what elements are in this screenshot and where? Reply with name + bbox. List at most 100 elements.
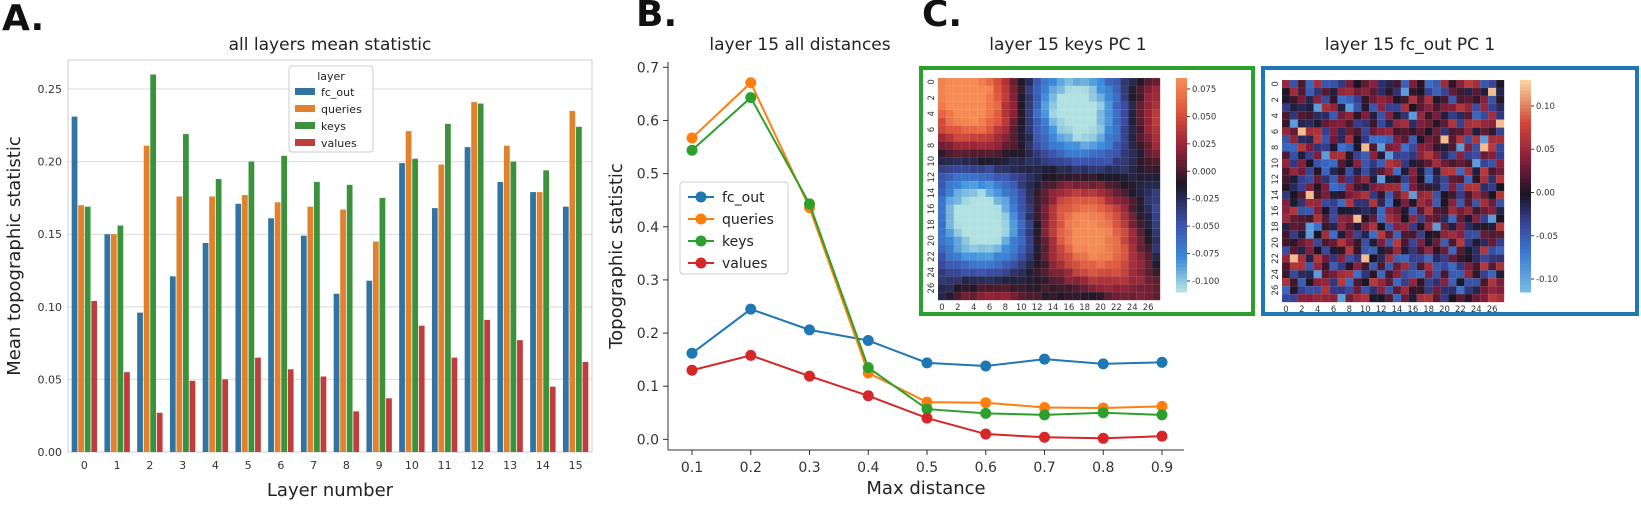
heatmap-cell <box>1440 135 1449 144</box>
heatmap-cell <box>1120 204 1129 214</box>
heatmap-cell <box>1376 159 1386 168</box>
heatmap-cell <box>1001 283 1010 293</box>
y-tick-label: 24 <box>927 267 937 278</box>
heatmap-cell <box>1112 125 1121 134</box>
heatmap-cell <box>937 133 947 142</box>
point-keys <box>804 198 815 210</box>
heatmap-cell <box>1313 174 1323 184</box>
heatmap-cell <box>1056 244 1066 253</box>
heatmap-cell <box>1329 79 1338 89</box>
heatmap-cell <box>1281 167 1291 176</box>
bar-values <box>517 340 523 452</box>
heatmap-cell <box>1281 238 1291 247</box>
heatmap-cell <box>1416 159 1426 168</box>
heatmap-cell <box>1416 135 1426 144</box>
bar-queries <box>340 209 346 452</box>
colorbar-segment <box>1176 284 1187 289</box>
heatmap-cell <box>1281 182 1291 192</box>
heatmap-cell <box>1464 214 1473 224</box>
y-tick-label: 22 <box>927 251 937 262</box>
heatmap-cell <box>1416 206 1426 216</box>
heatmap-cell <box>1313 79 1323 89</box>
heatmap-cell <box>1424 119 1434 128</box>
heatmap-cell <box>945 236 955 245</box>
colorbar-segment <box>1176 267 1187 272</box>
y-tick-label: 0.05 <box>38 373 63 386</box>
bar-values <box>484 319 491 452</box>
heatmap-cell <box>953 85 963 95</box>
heatmap-cell <box>1495 246 1505 255</box>
heatmap-cell <box>1104 196 1113 206</box>
heatmap-cell <box>977 196 986 206</box>
colorbar-segment <box>1176 202 1187 207</box>
heatmap-cell <box>1120 196 1129 206</box>
heatmap-cell <box>1001 172 1010 182</box>
heatmap-cell <box>1281 135 1291 144</box>
heatmap-cell <box>1432 174 1441 184</box>
heatmap-cell <box>1048 283 1058 293</box>
heatmap-cell <box>1440 151 1449 160</box>
heatmap-cell <box>1345 190 1354 200</box>
heatmap-cell <box>1337 119 1346 128</box>
heatmap-cell <box>969 165 979 174</box>
colorbar-segment <box>1520 150 1531 155</box>
heatmap-cell <box>1096 141 1105 150</box>
heatmap-cell <box>1048 228 1058 237</box>
heatmap-cell <box>1120 283 1129 293</box>
heatmap-cell <box>1025 141 1034 150</box>
colorbar-segment <box>1520 221 1531 226</box>
heatmap-cell <box>1032 93 1042 103</box>
heatmap-cell <box>1064 117 1074 126</box>
heatmap-cell <box>1056 212 1066 222</box>
heatmap-cell <box>1112 157 1121 166</box>
heatmap-cell <box>1032 125 1042 134</box>
bar-keys <box>445 123 451 453</box>
heatmap-cell <box>1376 214 1386 224</box>
heatmap-cell <box>1143 85 1153 95</box>
x-tick-label: 7 <box>310 459 317 472</box>
heatmap-cell <box>1025 283 1034 293</box>
y-tick-label: 0.20 <box>38 156 63 169</box>
heatmap-cell <box>1040 220 1050 230</box>
heatmap-cell <box>1009 212 1018 222</box>
heatmap-cell <box>1032 283 1042 293</box>
colorbar-segment <box>1520 231 1531 236</box>
heatmap-cell <box>1480 182 1489 192</box>
heatmap-cell <box>1001 236 1010 245</box>
heatmap-cell <box>1128 276 1137 285</box>
heatmap-cell <box>1313 103 1323 113</box>
bar-values <box>255 357 261 452</box>
heatmap-cell <box>1376 167 1386 176</box>
heatmap-cell <box>1369 254 1378 263</box>
heatmap-cell <box>1009 165 1018 174</box>
colorbar-segment <box>1520 267 1531 272</box>
heatmap-cell <box>977 101 986 111</box>
point-fc_out <box>862 335 874 347</box>
heatmap-cell <box>1313 198 1323 208</box>
heatmap-cell <box>1120 133 1129 142</box>
heatmap-cell <box>1305 111 1315 121</box>
y-tick-label: 8 <box>1271 145 1281 150</box>
heatmap-cell <box>1064 268 1074 277</box>
heatmap-cell <box>1464 293 1473 303</box>
heatmap-cell <box>1297 190 1307 200</box>
heatmap-cell <box>1495 278 1505 287</box>
heatmap-cell <box>1143 260 1153 269</box>
heatmap-cell <box>1128 125 1137 134</box>
heatmap-cell <box>1281 119 1291 128</box>
heatmap-cell <box>1400 182 1410 192</box>
heatmap-cell <box>1096 268 1105 277</box>
heatmap-cell <box>1487 143 1497 152</box>
heatmap-cell <box>961 172 971 182</box>
heatmap-cell <box>1416 198 1426 208</box>
heatmap-cell <box>1128 133 1137 142</box>
heatmap-cell <box>1408 135 1418 144</box>
heatmap-cell <box>1136 101 1145 111</box>
heatmap-cell <box>1456 222 1465 232</box>
x-tick-label: 0.1 <box>681 460 703 476</box>
heatmap-cell <box>1392 270 1402 279</box>
heatmap-cell <box>1104 291 1113 301</box>
legend-swatch <box>295 105 315 112</box>
heatmap-cell <box>1072 260 1082 269</box>
